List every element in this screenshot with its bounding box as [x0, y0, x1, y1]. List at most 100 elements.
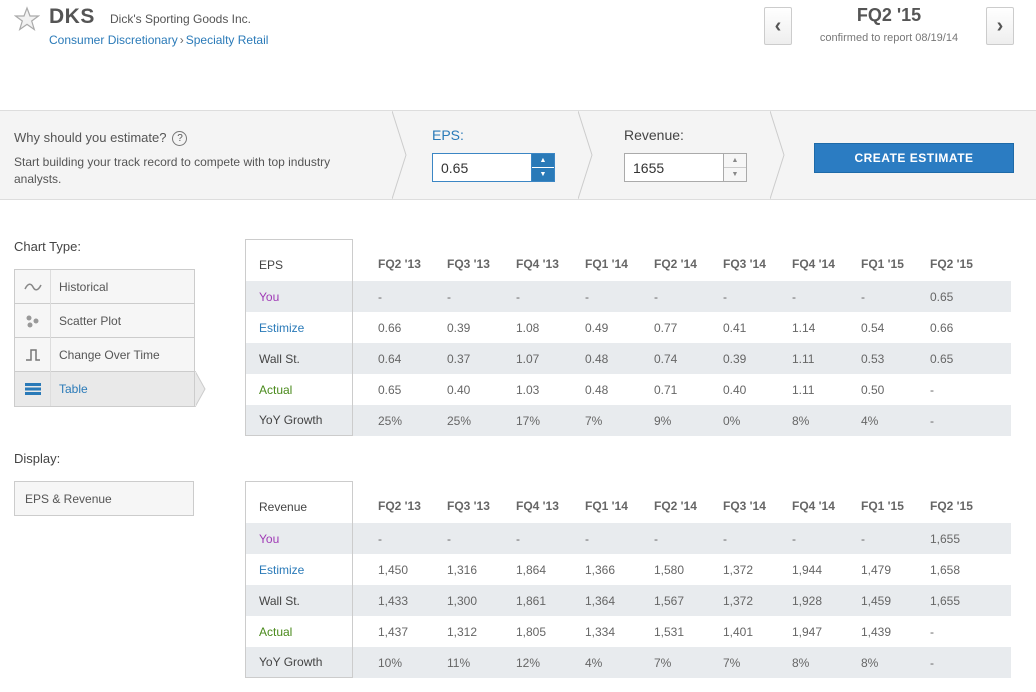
- table-cell: -: [447, 531, 451, 546]
- stepper-up-icon[interactable]: ▲: [724, 154, 746, 168]
- revenue-label: Revenue:: [624, 127, 684, 143]
- breadcrumb-industry-link[interactable]: Specialty Retail: [185, 33, 269, 47]
- table-cell: 0.66: [930, 320, 954, 335]
- column-header: FQ1 '15: [861, 499, 904, 513]
- table-cell: 1,459: [861, 593, 892, 608]
- eps-table: EPS FQ2 '13 FQ3 '13 FQ4 '13 FQ1 '14 FQ2 …: [245, 239, 1011, 436]
- eps-stepper[interactable]: ▲ ▼: [531, 153, 555, 182]
- table-cell: 0.39: [447, 320, 471, 335]
- row-label: Estimize: [245, 312, 353, 343]
- table-cell: 1,864: [516, 562, 547, 577]
- ticker-symbol: DKS: [49, 5, 95, 28]
- stepper-down-icon[interactable]: ▼: [724, 168, 746, 181]
- table-cell: -: [654, 531, 658, 546]
- table-cell: 25%: [447, 413, 472, 428]
- column-header: FQ4 '13: [516, 257, 559, 271]
- table-header-row: EPS FQ2 '13 FQ3 '13 FQ4 '13 FQ1 '14 FQ2 …: [245, 239, 1011, 281]
- table-cell: -: [378, 531, 382, 546]
- table-cell: 0.49: [585, 320, 609, 335]
- table-cell: 1,947: [792, 624, 823, 639]
- table-cell: 8%: [792, 655, 810, 670]
- revenue-table: Revenue FQ2 '13 FQ3 '13 FQ4 '13 FQ1 '14 …: [245, 481, 1011, 678]
- chart-type-scatter[interactable]: Scatter Plot: [15, 303, 194, 338]
- table-cell: 9%: [654, 413, 672, 428]
- display-label: Display:: [14, 451, 61, 466]
- table-cell: -: [516, 289, 520, 304]
- table-cell: 0.74: [654, 351, 678, 366]
- table-cell: 1,300: [447, 593, 478, 608]
- table-cell: 1,366: [585, 562, 616, 577]
- revenue-input[interactable]: [624, 153, 724, 182]
- table-cell: 0.41: [723, 320, 747, 335]
- column-header: FQ2 '14: [654, 257, 697, 271]
- chevron-divider: [770, 111, 785, 199]
- column-header: FQ2 '13: [378, 257, 421, 271]
- table-cell: 1,567: [654, 593, 685, 608]
- table-cell: 1.14: [792, 320, 816, 335]
- table-cell: 1,439: [861, 624, 892, 639]
- eps-label: EPS:: [432, 127, 464, 143]
- chart-type-table[interactable]: Table: [15, 371, 206, 407]
- help-icon[interactable]: ?: [172, 131, 188, 146]
- column-header: FQ4 '13: [516, 499, 559, 513]
- table-cell: 0.54: [861, 320, 885, 335]
- chart-type-label: Historical: [59, 279, 109, 294]
- why-estimate-label: Why should you estimate?: [14, 130, 167, 145]
- table-cell: 1,658: [930, 562, 961, 577]
- table-cell: 0.65: [378, 382, 402, 397]
- eps-input[interactable]: [432, 153, 532, 182]
- table-row: Wall St. 0.64 0.37 1.07 0.48 0.74 0.39 1…: [245, 343, 1011, 374]
- table-cell: 1,372: [723, 562, 754, 577]
- column-header: FQ4 '14: [792, 257, 835, 271]
- table-cell: -: [792, 289, 796, 304]
- table-cell: -: [378, 289, 382, 304]
- breadcrumb-sector-link[interactable]: Consumer Discretionary: [49, 33, 178, 47]
- stepper-down-icon[interactable]: ▼: [532, 168, 554, 181]
- scatter-dots-icon: [15, 303, 51, 338]
- table-cell: 11%: [447, 655, 471, 670]
- table-cell: 1.03: [516, 382, 540, 397]
- table-row: Actual 0.65 0.40 1.03 0.48 0.71 0.40 1.1…: [245, 374, 1011, 405]
- table-cell: 0.37: [447, 351, 471, 366]
- column-header: FQ1 '14: [585, 257, 628, 271]
- row-label: YoY Growth: [245, 647, 353, 678]
- next-quarter-button[interactable]: ›: [986, 7, 1014, 45]
- table-cell: 0.64: [378, 351, 402, 366]
- table-row: Actual 1,437 1,312 1,805 1,334 1,531 1,4…: [245, 616, 1011, 647]
- table-cell: 1,580: [654, 562, 685, 577]
- active-indicator-arrow: [195, 371, 206, 407]
- table-row: You - - - - - - - - 0.65: [245, 281, 1011, 312]
- display-selector[interactable]: EPS & Revenue: [14, 481, 194, 516]
- table-cell: 17%: [516, 413, 541, 428]
- table-row: Estimize 1,450 1,316 1,864 1,366 1,580 1…: [245, 554, 1011, 585]
- table-cell: -: [723, 289, 727, 304]
- create-estimate-button[interactable]: CREATE ESTIMATE: [814, 143, 1014, 173]
- column-header: FQ2 '15: [930, 257, 973, 271]
- table-cell: -: [585, 289, 589, 304]
- row-label: You: [245, 281, 353, 312]
- chart-type-historical[interactable]: Historical: [15, 269, 194, 304]
- column-header: FQ3 '13: [447, 499, 490, 513]
- table-cell: 4%: [585, 655, 603, 670]
- table-cell: 4%: [861, 413, 879, 428]
- table-cell: 1,433: [378, 593, 409, 608]
- table-row: YoY Growth 25% 25% 17% 7% 9% 0% 8% 4% -: [245, 405, 1011, 436]
- table-cell: -: [585, 531, 589, 546]
- previous-quarter-button[interactable]: ‹: [764, 7, 792, 45]
- row-label: Estimize: [245, 554, 353, 585]
- star-icon[interactable]: [14, 6, 40, 32]
- why-estimate-text: Start building your track record to comp…: [14, 155, 331, 186]
- company-name: Dick's Sporting Goods Inc.: [110, 12, 252, 26]
- table-cell: -: [723, 531, 727, 546]
- table-cell: -: [654, 289, 658, 304]
- table-cell: 8%: [792, 413, 810, 428]
- table-cell: -: [447, 289, 451, 304]
- row-label: YoY Growth: [245, 405, 353, 436]
- chart-type-change[interactable]: Change Over Time: [15, 337, 194, 372]
- table-row: Wall St. 1,433 1,300 1,861 1,364 1,567 1…: [245, 585, 1011, 616]
- table-row: Estimize 0.66 0.39 1.08 0.49 0.77 0.41 1…: [245, 312, 1011, 343]
- table-cell: 1,805: [516, 624, 547, 639]
- table-cell: 10%: [378, 655, 403, 670]
- stepper-up-icon[interactable]: ▲: [532, 154, 554, 168]
- revenue-stepper[interactable]: ▲ ▼: [723, 153, 747, 182]
